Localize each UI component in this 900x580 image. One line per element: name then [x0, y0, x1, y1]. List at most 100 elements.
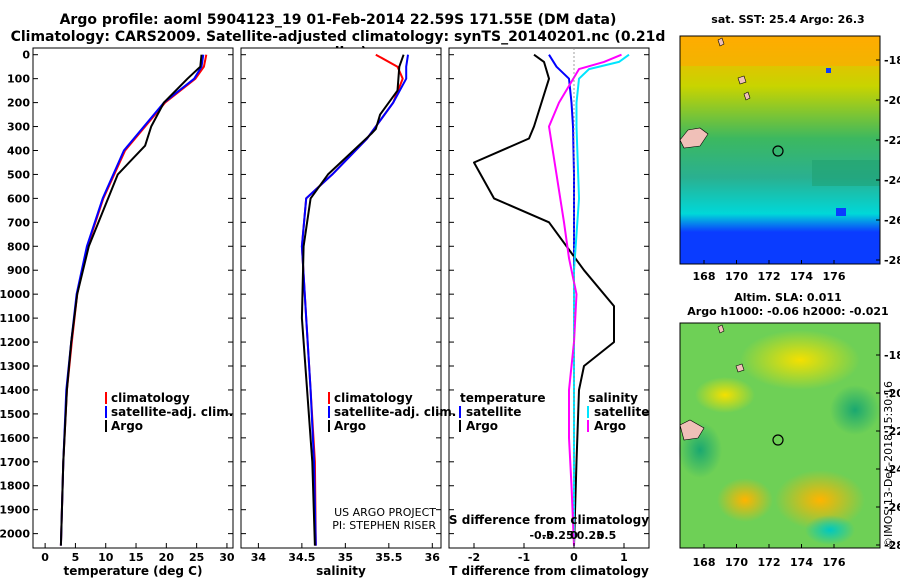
- depth-tick-label: 300: [7, 121, 30, 134]
- depth-tick-label: 700: [7, 216, 30, 229]
- project-credit: US ARGO PROJECT: [334, 506, 436, 519]
- salinity-tick-label: 34.5: [288, 551, 315, 564]
- sst-map-frame: [679, 35, 881, 265]
- legend-label-satellite: satellite-adj. clim.: [334, 405, 456, 419]
- lon-tick-label: 172: [758, 270, 781, 283]
- depth-tick-label: 100: [7, 73, 30, 86]
- argo-temperature-line: [59, 54, 203, 546]
- argo-location-marker: [772, 434, 784, 446]
- lon-tick-label: 170: [725, 270, 748, 283]
- figure-title-line1: Argo profile: aoml 5904123_19 01-Feb-201…: [59, 12, 617, 28]
- salinity-tick-label: 35: [338, 551, 353, 564]
- t-diff-tick-label: 0: [570, 551, 578, 564]
- depth-tick-label: 200: [7, 97, 30, 110]
- depth-tick-label: 1400: [0, 384, 30, 397]
- sla-map-title-line1: Altim. SLA: 0.011: [734, 291, 842, 304]
- depth-tick-label: 600: [7, 192, 30, 205]
- s-diff-tick-label: 0: [570, 529, 578, 542]
- sla-map-title-line2: Argo h1000: -0.06 h2000: -0.021: [687, 305, 889, 318]
- s-diff-tick-label: 0.5: [597, 529, 617, 542]
- island-shape: [735, 363, 745, 373]
- depth-tick-label: 1500: [0, 408, 30, 421]
- t-diff-tick-label: -1: [518, 551, 530, 564]
- temperature-panel-frame: [32, 47, 234, 549]
- lat-tick-label: -18: [884, 349, 900, 362]
- lat-tick-label: -28: [884, 539, 900, 552]
- lat-tick-label: -22: [884, 425, 900, 438]
- island-shape: [743, 91, 751, 101]
- temperature-tick-label: 0: [41, 551, 49, 564]
- s-difference-axis-label: S difference from climatology: [449, 513, 649, 527]
- salinity-tick-label: 34: [251, 551, 267, 564]
- lat-tick-label: -24: [884, 463, 900, 476]
- temperature-tick-label: 20: [159, 551, 175, 564]
- depth-tick-label: 1100: [0, 312, 30, 325]
- legend-label-climatology: climatology: [111, 391, 190, 405]
- salinity-tick-label: 35.5: [375, 551, 402, 564]
- imos-credit: ©IMOS 13-Dec-2018 15:30:16: [882, 381, 895, 548]
- lat-tick-label: -22: [884, 134, 900, 147]
- lat-tick-label: -28: [884, 254, 900, 267]
- legend-label-satellite: satellite-adj. clim.: [111, 405, 233, 419]
- salinity-legend: climatology satellite-adj. clim. Argo US…: [328, 391, 456, 532]
- legend-label-argo: Argo: [334, 419, 366, 433]
- s-diff-satellite-line: [573, 53, 630, 546]
- lon-tick-label: 168: [693, 270, 716, 283]
- depth-tick-label: 800: [7, 240, 30, 253]
- depth-tick-label: 900: [7, 264, 30, 277]
- island-shape: [737, 75, 747, 85]
- temperature-x-label: temperature (deg C): [64, 564, 203, 578]
- island-shape: [679, 127, 709, 149]
- depth-tick-label: 1000: [0, 288, 30, 301]
- sst-map-title: sat. SST: 25.4 Argo: 26.3: [711, 13, 865, 26]
- sla-blob: [717, 478, 773, 522]
- sla-map-frame: [679, 322, 881, 549]
- depth-tick-label: 1600: [0, 432, 30, 445]
- salinity-tick-label: 36: [425, 551, 441, 564]
- legend-label-climatology: climatology: [334, 391, 413, 405]
- lon-tick-label: 170: [725, 556, 748, 569]
- lon-tick-label: 176: [823, 270, 846, 283]
- lat-tick-label: -24: [884, 174, 900, 187]
- sla-blob: [830, 385, 880, 435]
- lat-tick-label: -20: [884, 94, 900, 107]
- depth-tick-label: 1700: [0, 456, 30, 469]
- depth-tick-label: 1900: [0, 504, 30, 517]
- lon-tick-label: 176: [823, 556, 846, 569]
- sst-blue-spot: [836, 208, 846, 216]
- difference-x-label: T difference from climatology: [449, 564, 649, 578]
- sla-blob: [740, 330, 860, 390]
- s-diff-tick-label: -0.25: [542, 529, 574, 542]
- depth-tick-label: 400: [7, 144, 30, 157]
- island-shape: [717, 324, 725, 334]
- sst-green-patch: [812, 160, 880, 186]
- s-diff-tick-label: -0.5: [529, 529, 553, 542]
- legend-label-t-argo: Argo: [466, 419, 498, 433]
- depth-tick-label: 1800: [0, 480, 30, 493]
- argo-location-marker: [772, 145, 784, 157]
- sst-blue-spot: [826, 68, 831, 73]
- island-shape: [679, 419, 705, 441]
- difference-panel-frame: [448, 47, 650, 549]
- lon-tick-label: 174: [790, 556, 813, 569]
- depth-tick-label: 2000: [0, 528, 30, 541]
- lat-tick-label: -18: [884, 54, 900, 67]
- lon-tick-label: 168: [693, 556, 716, 569]
- salinity-panel-frame: [240, 47, 442, 549]
- salinity-x-label: salinity: [316, 564, 366, 578]
- difference-legend: temperature satellite Argo salinity sate…: [449, 391, 649, 527]
- s-diff-argo-line: [548, 53, 622, 546]
- legend-title-salinity: salinity: [588, 391, 638, 405]
- sla-blob: [805, 515, 855, 545]
- s-diff-tick-label: 0.25: [577, 529, 604, 542]
- temperature-tick-label: 5: [72, 551, 80, 564]
- sst-map-field: [680, 36, 880, 264]
- legend-label-t-satellite: satellite: [466, 405, 521, 419]
- sla-map: [678, 322, 881, 549]
- lat-tick-label: -26: [884, 501, 900, 514]
- depth-tick-label: 0: [22, 49, 30, 62]
- sla-blob: [775, 470, 865, 530]
- lat-tick-label: -26: [884, 214, 900, 227]
- t-diff-argo-line: [473, 53, 615, 546]
